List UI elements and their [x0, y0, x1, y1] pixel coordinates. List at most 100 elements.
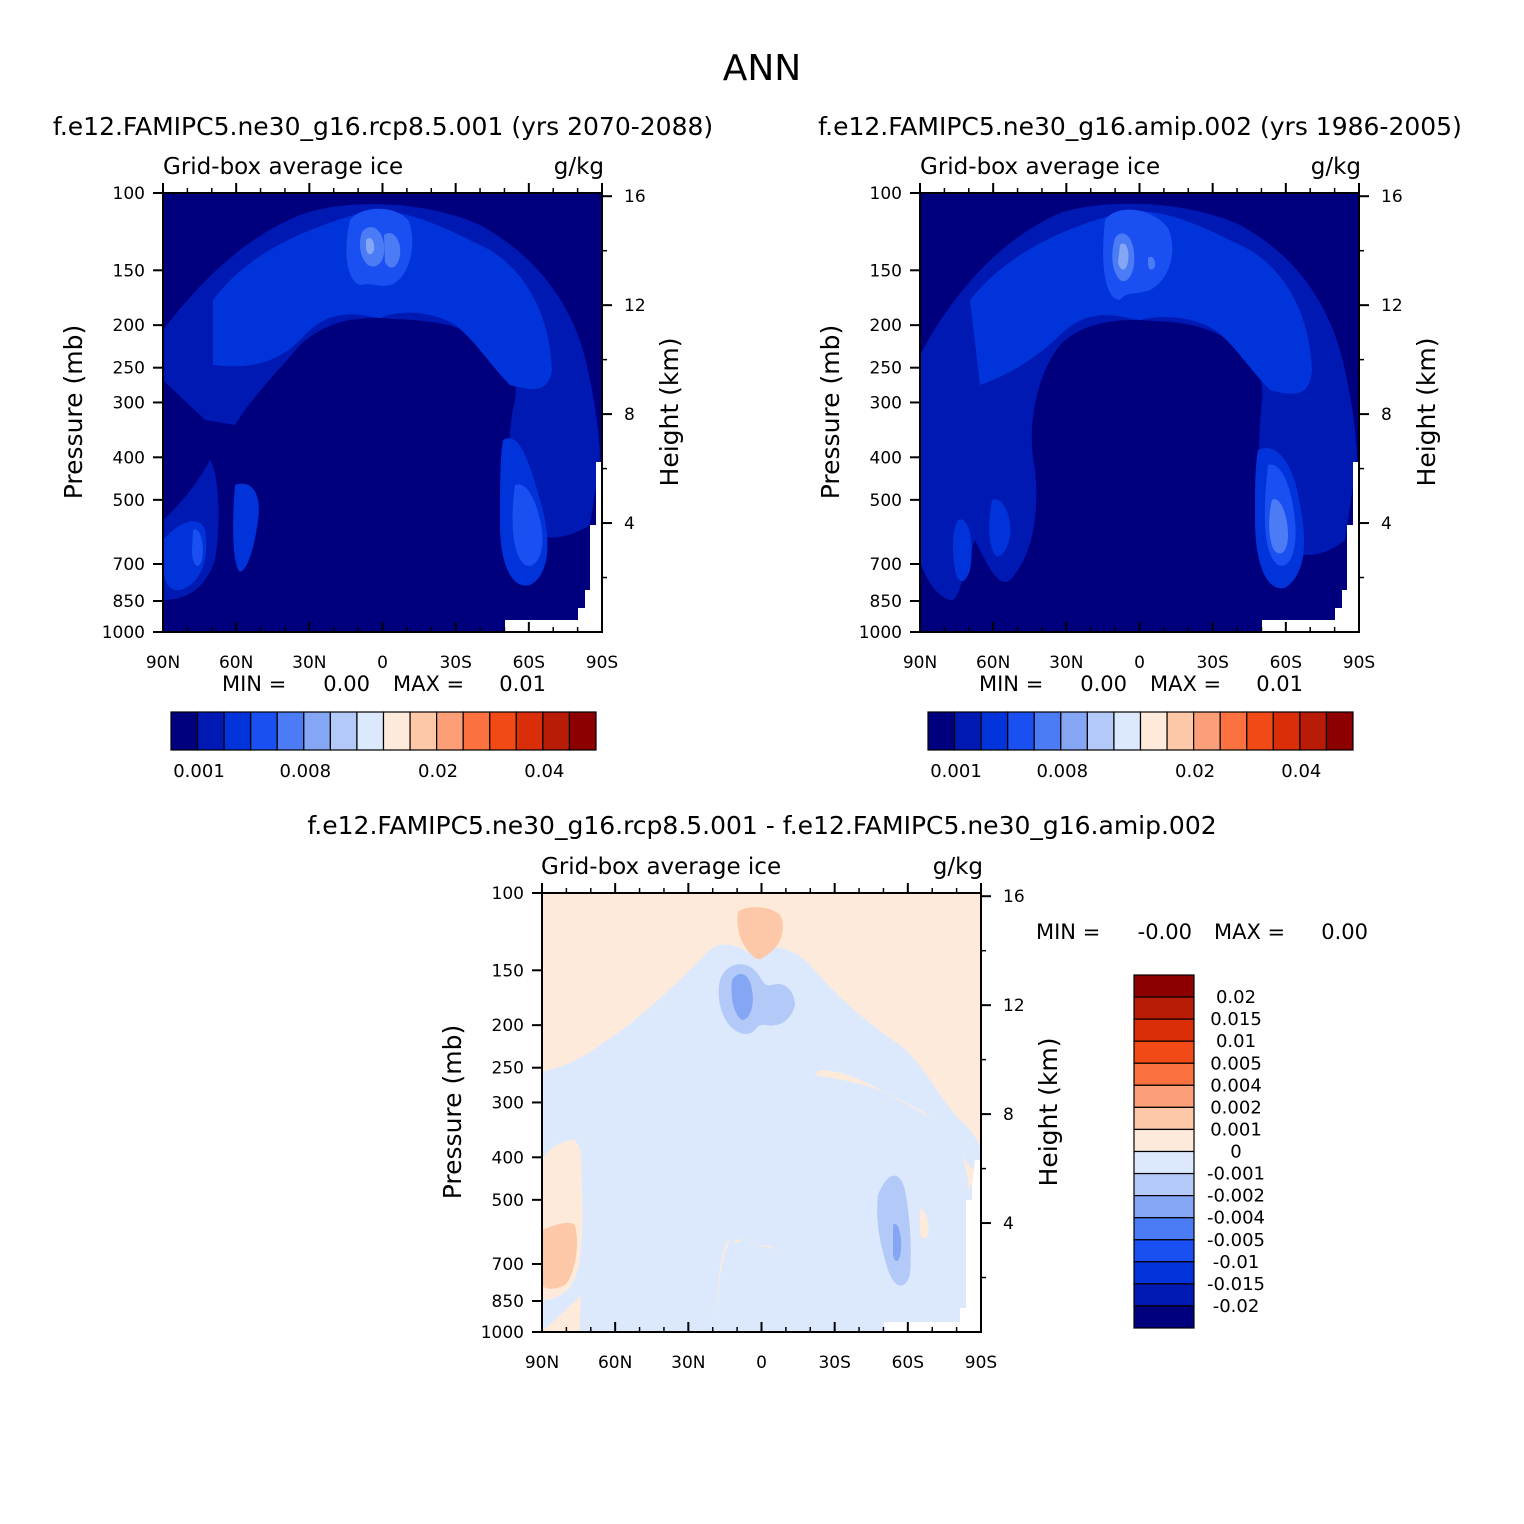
colorbar-swatch — [1113, 711, 1142, 751]
panel-rcp85: f.e12.FAMIPC5.ne30_g16.rcp8.5.001 (yrs 2… — [53, 112, 713, 782]
colorbar-label: 0.02 — [1216, 987, 1256, 1008]
colorbar-label: 0.002 — [1210, 1097, 1262, 1118]
colorbar-swatch — [1133, 1018, 1195, 1042]
y-tick-label: 300 — [870, 393, 902, 413]
contour-fill-0.008 — [366, 238, 375, 255]
y-tick-label: 400 — [113, 448, 145, 468]
colorbar-swatch — [980, 711, 1009, 751]
colorbar-label: 0.02 — [1175, 761, 1215, 782]
colorbar-swatch — [515, 711, 544, 751]
y-tick-label: 700 — [870, 555, 902, 575]
x-tick-label: 90S — [1343, 653, 1375, 673]
colorbar-swatch — [1299, 711, 1328, 751]
contour-fill-0.005-a — [1269, 499, 1288, 554]
x-tick-label: 0 — [756, 1353, 767, 1373]
colorbar-swatch — [436, 711, 464, 751]
units-label: g/kg — [933, 854, 983, 880]
contour-fill-0.002 — [213, 211, 552, 390]
height-tick-label: 8 — [1381, 405, 1392, 425]
contour-fill-0.004-a — [512, 484, 543, 566]
contour-fill-0.002-c — [953, 519, 972, 582]
contour-fill-negative-0.001 — [542, 944, 981, 1332]
axis-ticks: 90N 60N 30N 0 30S 60S 90S 100 150 200 250 300 400 500… — [102, 183, 646, 673]
y-axis-right-title: Height (km) — [655, 338, 684, 487]
colorbar-label: -0.004 — [1207, 1208, 1265, 1229]
y-tick-label: 100 — [870, 184, 902, 204]
missing-data-mask — [884, 1160, 981, 1332]
y-axis-right-title: Height (km) — [1034, 1038, 1063, 1187]
height-tick-label: 12 — [1381, 296, 1403, 316]
colorbar-swatch — [356, 711, 385, 751]
y-axis-title: Pressure (mb) — [59, 325, 88, 499]
colorbar-label: 0.04 — [524, 761, 564, 782]
colorbar-swatch — [1133, 974, 1195, 998]
colorbar-swatch — [1060, 711, 1088, 751]
colorbar-label: 0.02 — [418, 761, 458, 782]
colorbar-swatch — [1133, 1040, 1195, 1064]
contour-fill-0.002-b — [989, 499, 1011, 557]
colorbar-swatch — [1133, 1128, 1195, 1153]
panel-difference: f.e12.FAMIPC5.ne30_g16.rcp8.5.001 - f.e1… — [307, 811, 1368, 1373]
colorbar-swatch — [196, 711, 225, 751]
panel-title: f.e12.FAMIPC5.ne30_g16.rcp8.5.001 - f.e1… — [307, 811, 1216, 840]
y-axis-right-title: Height (km) — [1412, 338, 1441, 487]
min-label: MIN = — [979, 672, 1043, 696]
contour-fill-negative-0.004-b — [893, 1224, 902, 1262]
colorbar-swatch — [1166, 711, 1195, 751]
contour-fill-0.002 — [970, 211, 1312, 394]
units-label: g/kg — [1311, 154, 1361, 180]
colorbar-swatch — [170, 711, 199, 751]
y-tick-label: 300 — [113, 393, 145, 413]
colorbar-swatch — [276, 711, 305, 751]
x-tick-label: 90S — [965, 1353, 997, 1373]
y-tick-label: 200 — [492, 1016, 524, 1036]
x-tick-label: 90S — [586, 653, 618, 673]
y-axis-title: Pressure (mb) — [816, 325, 845, 499]
y-tick-label: 1000 — [481, 1323, 524, 1343]
height-tick-label: 8 — [624, 405, 635, 425]
colorbar-label: -0.02 — [1213, 1296, 1260, 1317]
colorbar-swatch — [1133, 1217, 1195, 1241]
contour-fill-positive-0.001-small — [920, 1209, 929, 1239]
height-tick-label: 16 — [1003, 887, 1025, 907]
colorbar: 0.001 0.008 0.02 0.04 — [170, 711, 597, 782]
colorbar-swatch — [542, 711, 571, 751]
x-tick-label: 60S — [1270, 653, 1302, 673]
colorbar-swatch — [1007, 711, 1035, 751]
variable-label: Grid-box average ice — [920, 154, 1160, 180]
colorbar: 0.020.0150.010.0050.0040.0020.0010-0.001… — [1133, 974, 1265, 1329]
y-axis-title: Pressure (mb) — [438, 1025, 467, 1199]
max-label: MAX = — [393, 672, 464, 696]
colorbar-label: -0.002 — [1207, 1186, 1265, 1207]
x-tick-label: 60N — [976, 653, 1010, 673]
y-tick-label: 150 — [870, 261, 902, 281]
colorbar-swatch — [1133, 1150, 1195, 1175]
variable-label: Grid-box average ice — [163, 154, 403, 180]
colorbar-label: -0.01 — [1213, 1252, 1260, 1273]
x-tick-label: 60S — [513, 653, 545, 673]
colorbar-label: 0.005 — [1210, 1053, 1262, 1074]
colorbar-label: 0.04 — [1281, 761, 1321, 782]
colorbar-swatch — [1033, 711, 1062, 751]
colorbar-swatch — [1133, 1239, 1195, 1263]
y-tick-label: 1000 — [859, 623, 902, 643]
colorbar-swatch — [568, 711, 597, 751]
y-tick-label: 200 — [870, 316, 902, 336]
colorbar-swatch — [953, 711, 982, 751]
colorbar-swatch — [1193, 711, 1221, 751]
contour-fill-negative-0.001-b — [580, 1073, 968, 1332]
contour-fill-0.005-b — [384, 232, 401, 268]
y-tick-label: 150 — [492, 961, 524, 981]
colorbar-swatch — [382, 711, 411, 751]
colorbar-swatch — [1133, 1062, 1195, 1086]
max-value: 0.01 — [1256, 672, 1303, 696]
colorbar-label: 0.008 — [1036, 761, 1088, 782]
y-tick-label: 100 — [113, 184, 145, 204]
y-tick-label: 200 — [113, 316, 145, 336]
height-tick-label: 4 — [624, 514, 635, 534]
colorbar-swatch — [1139, 711, 1168, 751]
colorbar-swatch — [1133, 1305, 1195, 1329]
y-tick-label: 250 — [113, 359, 145, 379]
max-value: 0.01 — [499, 672, 546, 696]
x-tick-label: 60N — [598, 1353, 632, 1373]
